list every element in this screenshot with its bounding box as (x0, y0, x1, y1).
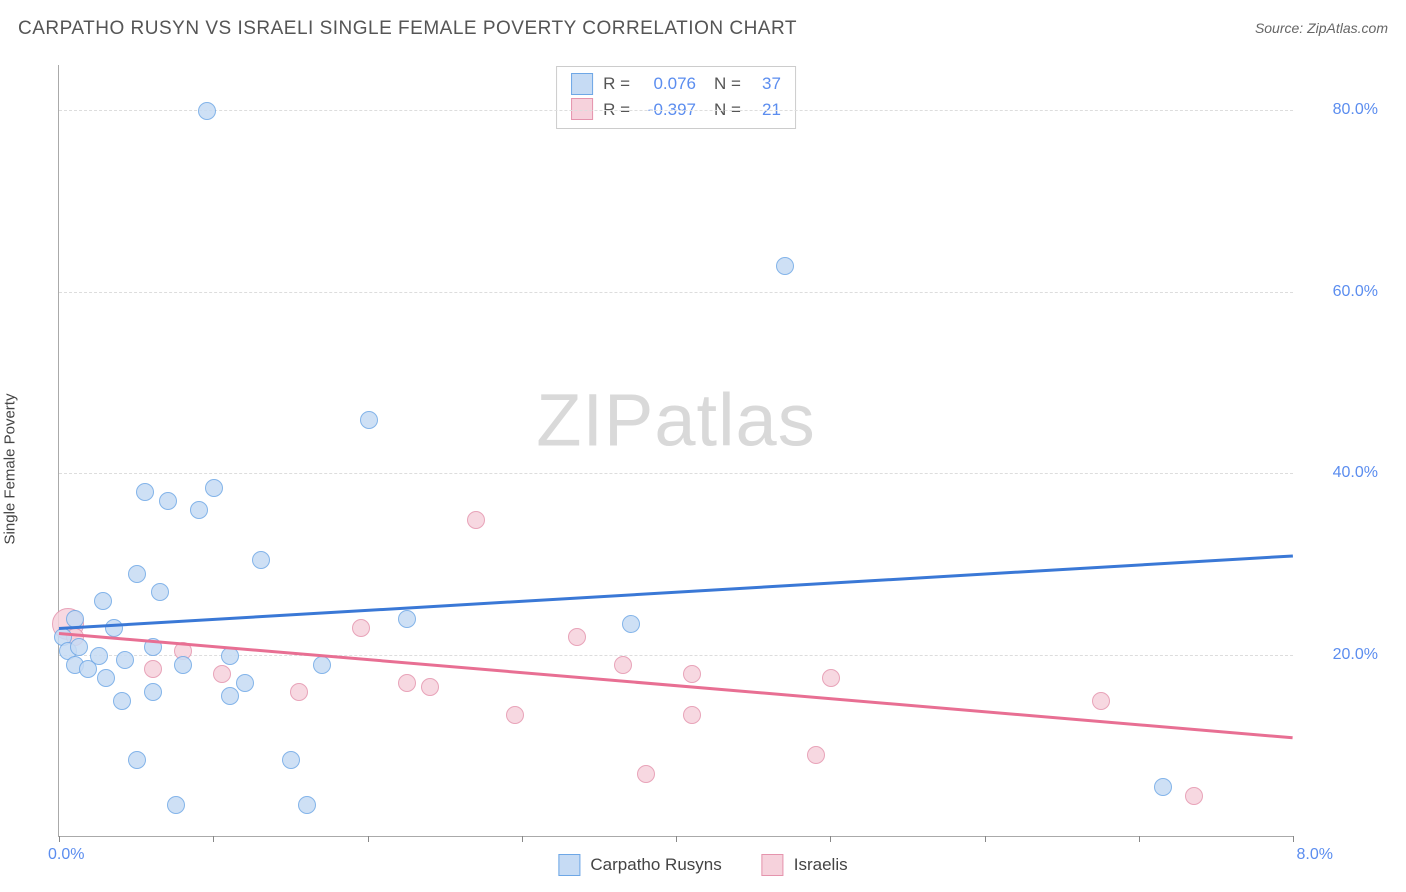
x-axis-min-label: 0.0% (48, 846, 84, 864)
legend-item: Carpatho Rusyns (558, 854, 721, 876)
r-label: R = (603, 71, 630, 97)
data-point (205, 479, 223, 497)
data-point (421, 678, 439, 696)
chart-area: Single Female Poverty ZIPatlas R =0.076N… (18, 55, 1388, 882)
n-label: N = (714, 71, 741, 97)
data-point (683, 706, 701, 724)
data-point (1092, 692, 1110, 710)
gridline (59, 292, 1293, 293)
data-point (298, 796, 316, 814)
legend-item: Israelis (762, 854, 848, 876)
stats-row: R = 0.076 N = 37 (571, 71, 781, 97)
data-point (144, 660, 162, 678)
x-tick (985, 836, 986, 842)
source-attribution: Source: ZipAtlas.com (1255, 20, 1388, 36)
data-point (313, 656, 331, 674)
n-label: N = (714, 97, 741, 123)
data-point (221, 687, 239, 705)
y-tick-label: 60.0% (1303, 283, 1378, 301)
data-point (637, 765, 655, 783)
watermark: ZIPatlas (536, 377, 815, 462)
y-axis-label: Single Female Poverty (2, 393, 19, 544)
data-point (1154, 778, 1172, 796)
x-tick (676, 836, 677, 842)
y-tick-label: 40.0% (1303, 464, 1378, 482)
x-tick (1293, 836, 1294, 842)
gridline (59, 110, 1293, 111)
r-value: 0.076 (640, 71, 696, 97)
data-point (159, 492, 177, 510)
r-value: -0.397 (640, 97, 696, 123)
regression-line (59, 555, 1293, 630)
n-value: 21 (751, 97, 781, 123)
data-point (622, 615, 640, 633)
legend-label: Carpatho Rusyns (590, 855, 721, 875)
data-point (506, 706, 524, 724)
r-label: R = (603, 97, 630, 123)
data-point (198, 102, 216, 120)
data-point (360, 411, 378, 429)
data-point (1185, 787, 1203, 805)
correlation-stats-box: R = 0.076 N = 37 R = -0.397 N = 21 (556, 66, 796, 129)
n-value: 37 (751, 71, 781, 97)
data-point (190, 501, 208, 519)
data-point (94, 592, 112, 610)
data-point (70, 638, 88, 656)
data-point (290, 683, 308, 701)
data-point (213, 665, 231, 683)
data-point (105, 619, 123, 637)
data-point (282, 751, 300, 769)
data-point (144, 683, 162, 701)
series-swatch (571, 98, 593, 120)
data-point (807, 746, 825, 764)
data-point (167, 796, 185, 814)
legend-swatch (762, 854, 784, 876)
data-point (776, 257, 794, 275)
data-point (174, 656, 192, 674)
chart-title: CARPATHO RUSYN VS ISRAELI SINGLE FEMALE … (18, 18, 797, 39)
data-point (113, 692, 131, 710)
data-point (97, 669, 115, 687)
data-point (252, 551, 270, 569)
y-tick-label: 20.0% (1303, 646, 1378, 664)
x-tick (1139, 836, 1140, 842)
chart-header: CARPATHO RUSYN VS ISRAELI SINGLE FEMALE … (18, 18, 1388, 48)
data-point (90, 647, 108, 665)
legend-label: Israelis (794, 855, 848, 875)
data-point (398, 610, 416, 628)
data-point (398, 674, 416, 692)
data-point (352, 619, 370, 637)
x-axis-max-label: 8.0% (1297, 846, 1333, 864)
chart-legend: Carpatho Rusyns Israelis (558, 854, 847, 876)
data-point (236, 674, 254, 692)
data-point (614, 656, 632, 674)
x-tick (368, 836, 369, 842)
plot-region: ZIPatlas R =0.076N =37R =-0.397N =21 20.… (58, 65, 1293, 837)
y-tick-label: 80.0% (1303, 101, 1378, 119)
data-point (116, 651, 134, 669)
data-point (467, 511, 485, 529)
series-swatch (571, 73, 593, 95)
data-point (568, 628, 586, 646)
gridline (59, 473, 1293, 474)
x-tick (213, 836, 214, 842)
data-point (822, 669, 840, 687)
legend-swatch (558, 854, 580, 876)
x-tick (522, 836, 523, 842)
x-tick (830, 836, 831, 842)
x-tick (59, 836, 60, 842)
data-point (683, 665, 701, 683)
stats-row: R = -0.397 N = 21 (571, 97, 781, 123)
data-point (136, 483, 154, 501)
data-point (128, 751, 146, 769)
data-point (151, 583, 169, 601)
gridline (59, 655, 1293, 656)
data-point (128, 565, 146, 583)
